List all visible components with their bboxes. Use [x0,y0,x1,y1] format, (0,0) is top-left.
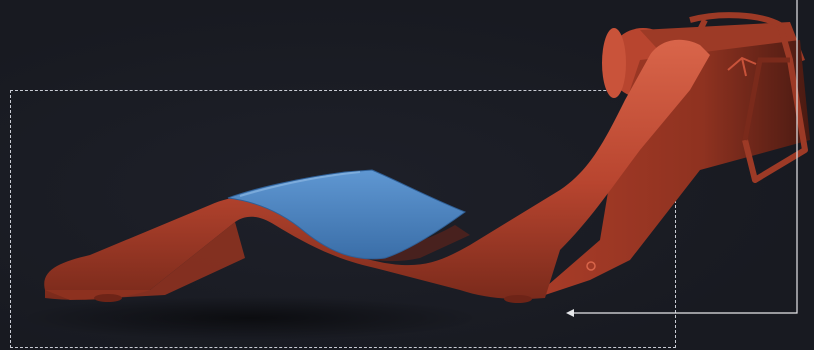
chair-footrest-underside [45,222,245,300]
seat-cushion [227,169,467,260]
chair-frame [44,39,711,300]
floor-shadow [20,296,480,340]
arrow-left-icon [566,309,574,317]
seat-cushion-highlight [239,171,361,197]
brand-mark-icon [727,56,757,77]
chair-side-panel [540,40,810,295]
side-emblem-icon [586,261,596,271]
selection-frame [10,90,676,348]
carry-strap [689,12,808,183]
callout-leader [566,0,798,317]
front-foot [94,294,122,302]
strap-loop [742,57,790,141]
rear-foot [504,295,532,303]
